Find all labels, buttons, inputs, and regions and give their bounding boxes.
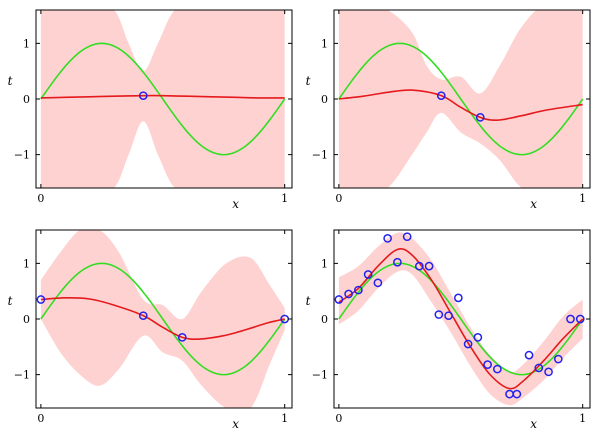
data-point-22 xyxy=(544,367,553,377)
panel-top-left: −1 0 1 0 1 x t xyxy=(8,9,293,211)
data-point-1 xyxy=(36,295,46,304)
y-tick-label: −1 xyxy=(14,369,30,382)
data-point-15 xyxy=(473,333,483,342)
x-tick-label: 0 xyxy=(335,192,342,205)
data-point-5 xyxy=(373,278,383,288)
y-tick-label: −1 xyxy=(312,149,328,162)
panel-bottom-right: −1 0 1 0 1 x t xyxy=(306,229,591,431)
y-axis-label: t xyxy=(306,74,311,88)
x-tick-label: 0 xyxy=(37,192,44,205)
data-point-12 xyxy=(444,311,453,321)
plot-area xyxy=(40,10,286,188)
x-tick-label: 0 xyxy=(335,412,342,425)
data-point-16 xyxy=(483,360,492,369)
truth-curve xyxy=(338,42,584,156)
x-axis-label: x xyxy=(232,197,239,211)
plot-area xyxy=(338,10,584,188)
y-tick-label: −1 xyxy=(312,369,328,382)
y-axis-label: t xyxy=(8,74,13,88)
data-point-24 xyxy=(566,314,575,324)
data-point-21 xyxy=(534,363,544,373)
data-point-4 xyxy=(363,270,373,279)
data-point-6 xyxy=(383,233,392,243)
y-tick-label: 0 xyxy=(321,313,328,326)
panel-top-right: −1 0 1 0 1 x t xyxy=(306,9,591,211)
mean-curve xyxy=(40,297,285,340)
y-tick-label: 1 xyxy=(321,37,328,50)
x-tick-label: 1 xyxy=(281,192,288,205)
plot-area xyxy=(40,230,286,408)
data-point-23 xyxy=(553,354,563,364)
truth-curve xyxy=(40,262,286,376)
y-tick-label: 0 xyxy=(23,313,30,326)
y-tick-label: −1 xyxy=(14,149,30,162)
data-point-3 xyxy=(177,333,187,342)
data-point-3 xyxy=(354,285,363,295)
y-tick-label: 1 xyxy=(23,37,30,50)
data-point-20 xyxy=(524,350,534,360)
data-point-17 xyxy=(493,364,502,374)
y-tick-label: 1 xyxy=(321,257,328,270)
data-point-1 xyxy=(436,91,446,101)
data-point-7 xyxy=(393,257,402,267)
plot-area xyxy=(338,232,584,406)
data-point-25 xyxy=(575,314,585,324)
y-tick-label: 1 xyxy=(23,257,30,270)
x-axis-label: x xyxy=(232,417,239,431)
data-point-14 xyxy=(463,339,473,349)
mean-curve xyxy=(338,248,584,390)
data-point-2 xyxy=(475,113,485,122)
x-axis-label: x xyxy=(530,197,537,211)
data-point-11 xyxy=(434,310,444,319)
y-tick-label: 0 xyxy=(321,93,328,106)
truth-curve xyxy=(40,42,286,156)
data-point-10 xyxy=(424,261,434,271)
data-point-2 xyxy=(138,311,148,321)
data-point-13 xyxy=(453,293,463,303)
data-point-9 xyxy=(414,261,424,271)
data-point-1 xyxy=(334,295,344,304)
x-axis-label: x xyxy=(530,417,537,431)
panel-bottom-left: −1 0 1 0 1 x t xyxy=(8,229,293,431)
x-tick-label: 1 xyxy=(281,412,288,425)
x-tick-label: 1 xyxy=(579,412,586,425)
y-axis-label: t xyxy=(8,294,13,308)
mean-curve xyxy=(338,89,583,121)
x-tick-label: 1 xyxy=(579,192,586,205)
data-point-8 xyxy=(402,232,412,242)
y-tick-label: 0 xyxy=(23,93,30,106)
data-point-2 xyxy=(344,289,353,299)
data-point-1 xyxy=(138,91,148,101)
mean-curve xyxy=(40,94,285,99)
y-axis-label: t xyxy=(306,294,311,308)
data-point-19 xyxy=(512,389,522,399)
x-tick-label: 0 xyxy=(37,412,44,425)
